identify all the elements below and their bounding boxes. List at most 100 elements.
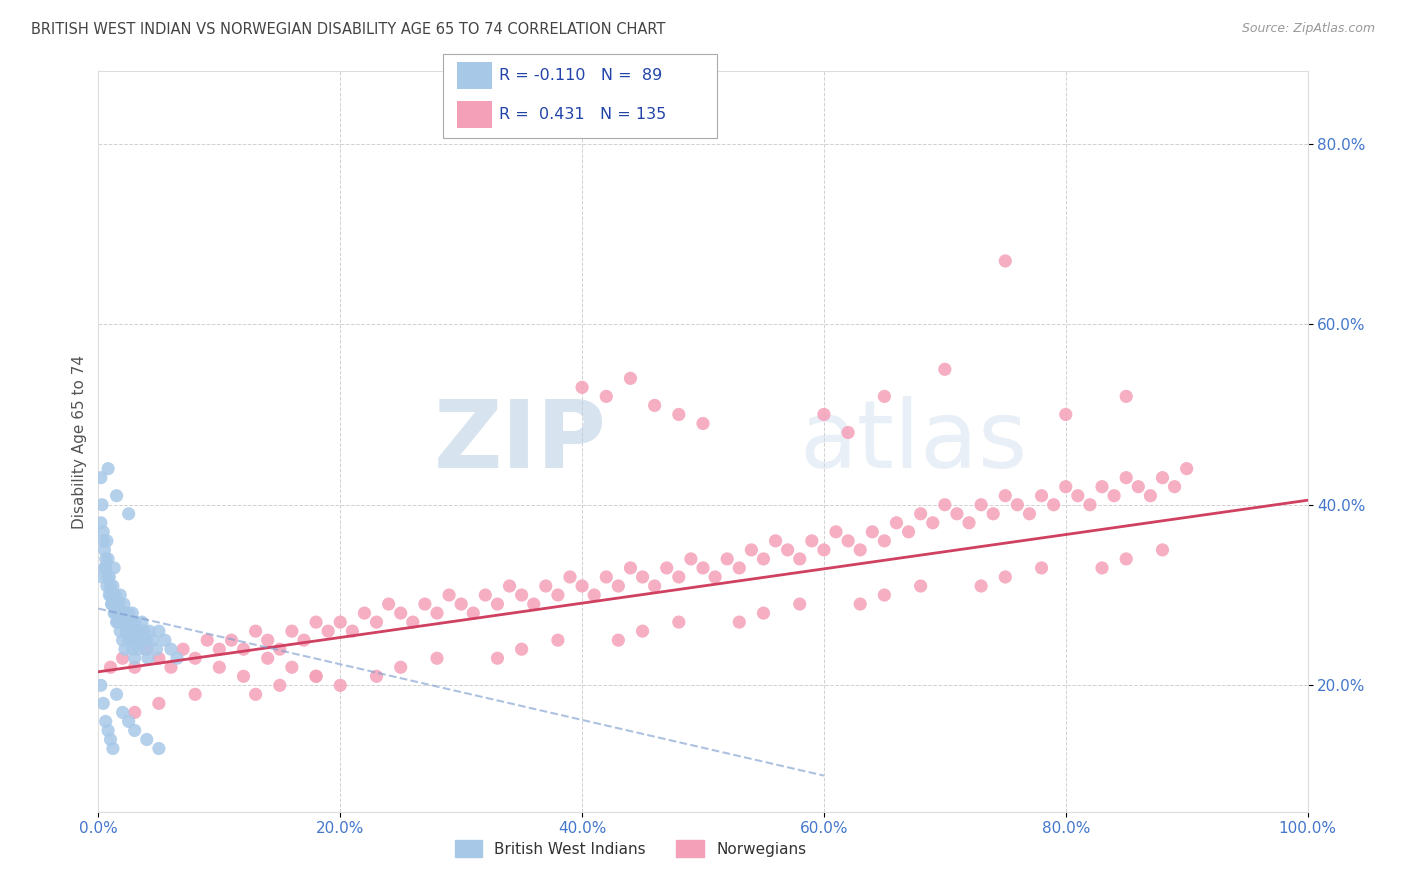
Point <box>256 651 278 665</box>
Point <box>94 561 117 575</box>
Point <box>534 579 557 593</box>
Point <box>510 588 533 602</box>
Point <box>112 615 135 629</box>
Point <box>860 524 883 539</box>
Point <box>96 579 118 593</box>
Point <box>849 542 872 557</box>
Point <box>97 570 120 584</box>
Text: BRITISH WEST INDIAN VS NORWEGIAN DISABILITY AGE 65 TO 74 CORRELATION CHART: BRITISH WEST INDIAN VS NORWEGIAN DISABIL… <box>31 22 665 37</box>
Point <box>97 461 120 475</box>
Point <box>281 660 304 674</box>
Point <box>1031 489 1053 503</box>
Point <box>120 624 142 639</box>
Point <box>981 507 1004 521</box>
Point <box>105 615 128 629</box>
Point <box>97 552 120 566</box>
Point <box>426 606 449 620</box>
Point <box>402 615 425 629</box>
Point <box>837 425 859 440</box>
Point <box>120 615 142 629</box>
Point <box>124 660 146 674</box>
Point <box>1031 561 1053 575</box>
Point <box>377 597 399 611</box>
Point <box>114 606 136 620</box>
Point <box>96 533 118 548</box>
Point <box>114 642 136 657</box>
Point <box>994 489 1017 503</box>
Point <box>91 498 114 512</box>
Point <box>145 642 167 657</box>
Point <box>100 732 122 747</box>
Point <box>583 588 606 602</box>
Point <box>1102 489 1125 503</box>
Point <box>1054 408 1077 422</box>
Point <box>124 651 146 665</box>
Point <box>112 597 135 611</box>
Point <box>118 507 141 521</box>
Point <box>523 597 546 611</box>
Point <box>994 254 1017 268</box>
Point <box>631 570 654 584</box>
Point <box>115 615 138 629</box>
Point <box>305 615 328 629</box>
Point <box>153 633 176 648</box>
Point <box>245 624 267 639</box>
Point <box>127 642 149 657</box>
Point <box>547 588 569 602</box>
Point <box>135 642 157 657</box>
Point <box>426 651 449 665</box>
Point <box>128 633 150 648</box>
Point <box>353 606 375 620</box>
Point <box>740 542 762 557</box>
Point <box>166 651 188 665</box>
Point <box>91 697 114 711</box>
Point <box>100 579 122 593</box>
Point <box>184 651 207 665</box>
Point <box>910 579 932 593</box>
Point <box>837 533 859 548</box>
Point <box>825 524 848 539</box>
Point <box>329 678 352 692</box>
Point <box>1007 498 1029 512</box>
Point <box>510 642 533 657</box>
Point <box>886 516 908 530</box>
Point <box>124 706 146 720</box>
Point <box>100 597 122 611</box>
Point <box>115 624 138 639</box>
Point <box>957 516 980 530</box>
Point <box>108 615 131 629</box>
Text: atlas: atlas <box>800 395 1028 488</box>
Point <box>934 362 956 376</box>
Point <box>97 723 120 738</box>
Point <box>111 651 134 665</box>
Point <box>389 606 412 620</box>
Point <box>208 642 231 657</box>
Point <box>134 624 156 639</box>
Point <box>668 615 690 629</box>
Point <box>101 597 124 611</box>
Point <box>208 660 231 674</box>
Point <box>105 597 128 611</box>
Point <box>94 714 117 729</box>
Point <box>232 642 254 657</box>
Point <box>117 624 139 639</box>
Point <box>117 624 139 639</box>
Point <box>921 516 943 530</box>
Point <box>813 542 835 557</box>
Point <box>619 371 641 385</box>
Point <box>873 588 896 602</box>
Point <box>704 570 727 584</box>
Point <box>132 633 155 648</box>
Point <box>316 624 339 639</box>
Point <box>595 389 617 403</box>
Point <box>195 633 218 648</box>
Point <box>849 597 872 611</box>
Point <box>619 561 641 575</box>
Point <box>450 597 472 611</box>
Text: Source: ZipAtlas.com: Source: ZipAtlas.com <box>1241 22 1375 36</box>
Point <box>122 624 145 639</box>
Point <box>107 606 129 620</box>
Point <box>776 542 799 557</box>
Point <box>1128 480 1150 494</box>
Point <box>138 624 160 639</box>
